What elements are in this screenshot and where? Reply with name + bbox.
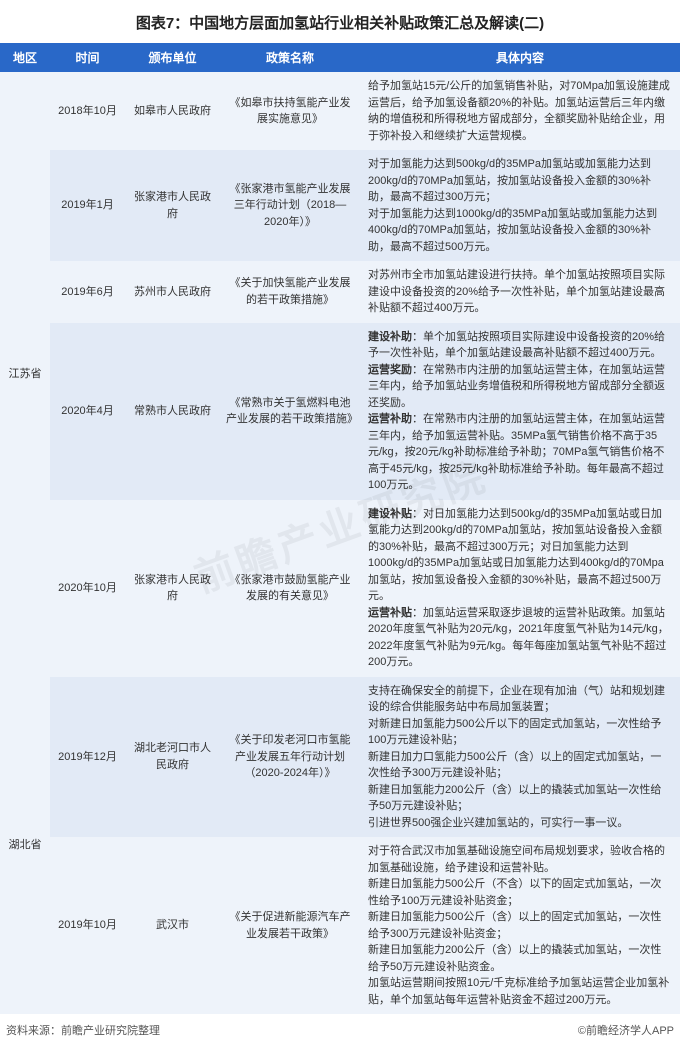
content-cell: 建设补助：单个加氢站按照项目实际建设中设备投资的20%给予一次性补贴，单个加氢站…	[360, 323, 680, 500]
content-cell: 给予加氢站15元/公斤的加氢销售补贴，对70Mpa加氢设施建成运营后，给予加氢设…	[360, 72, 680, 150]
table-row: 2020年10月张家港市人民政府《张家港市鼓励氢能产业发展的有关意见》建设补贴：…	[0, 500, 680, 677]
content-text: ：单个加氢站按照项目实际建设中设备投资的20%给予一次性补贴，单个加氢站建设最高…	[368, 331, 665, 360]
policy-cell: 《张家港市鼓励氢能产业发展的有关意见》	[220, 500, 360, 677]
policy-cell: 《常熟市关于氢燃料电池产业发展的若干政策措施》	[220, 323, 360, 500]
col-header-org: 颁布单位	[125, 43, 220, 72]
content-text: ：对日加氢能力达到500kg/d的35MPa加氢站或日加氢能力达到200kg/d…	[368, 508, 664, 603]
footer-source: 资料来源：前瞻产业研究院整理	[6, 1022, 160, 1038]
content-text: ：加氢站运营采取逐步退坡的运营补贴政策。加氢站2020年度氢气补贴为20元/kg…	[368, 607, 669, 669]
org-cell: 湖北老河口市人民政府	[125, 677, 220, 838]
table-body: 江苏省2018年10月如皋市人民政府《如皋市扶持氢能产业发展实施意见》给予加氢站…	[0, 72, 680, 1014]
col-header-region: 地区	[0, 43, 50, 72]
time-cell: 2018年10月	[50, 72, 125, 150]
policy-cell: 《关于促进新能源汽车产业发展若干政策》	[220, 837, 360, 1014]
time-cell: 2019年12月	[50, 677, 125, 838]
col-header-policy: 政策名称	[220, 43, 360, 72]
content-bold-label: 建设补贴	[368, 508, 412, 520]
col-header-content: 具体内容	[360, 43, 680, 72]
time-cell: 2020年10月	[50, 500, 125, 677]
org-cell: 常熟市人民政府	[125, 323, 220, 500]
table-row: 2019年1月张家港市人民政府《张家港市氢能产业发展三年行动计划（2018—20…	[0, 150, 680, 261]
content-text: ：在常熟市内注册的加氢站运营主体，在加氢站运营三年内，给予加氢站业务增值税和所得…	[368, 364, 665, 409]
time-cell: 2019年10月	[50, 837, 125, 1014]
table-header-row: 地区 时间 颁布单位 政策名称 具体内容	[0, 43, 680, 72]
org-cell: 如皋市人民政府	[125, 72, 220, 150]
content-cell: 对于符合武汉市加氢基础设施空间布局规划要求，验收合格的加氢基础设施，给予建设和运…	[360, 837, 680, 1014]
org-cell: 苏州市人民政府	[125, 261, 220, 323]
content-cell: 对于加氢能力达到500kg/d的35MPa加氢站或加氢能力达到200kg/d的7…	[360, 150, 680, 261]
org-cell: 武汉市	[125, 837, 220, 1014]
chart-title: 图表7：中国地方层面加氢站行业相关补贴政策汇总及解读(二)	[0, 0, 680, 43]
content-cell: 建设补贴：对日加氢能力达到500kg/d的35MPa加氢站或日加氢能力达到200…	[360, 500, 680, 677]
org-cell: 张家港市人民政府	[125, 500, 220, 677]
footer: 资料来源：前瞻产业研究院整理 ©前瞻经济学人APP	[0, 1014, 680, 1048]
table-row: 湖北省2019年12月湖北老河口市人民政府《关于印发老河口市氢能产业发展五年行动…	[0, 677, 680, 838]
time-cell: 2019年1月	[50, 150, 125, 261]
region-cell: 江苏省	[0, 72, 50, 677]
table-row: 2019年10月武汉市《关于促进新能源汽车产业发展若干政策》对于符合武汉市加氢基…	[0, 837, 680, 1014]
policy-table: 地区 时间 颁布单位 政策名称 具体内容 江苏省2018年10月如皋市人民政府《…	[0, 43, 680, 1014]
content-bold-label: 建设补助	[368, 331, 412, 343]
content-bold-label: 运营补助	[368, 413, 412, 425]
policy-cell: 《关于印发老河口市氢能产业发展五年行动计划（2020-2024年）》	[220, 677, 360, 838]
policy-cell: 《张家港市氢能产业发展三年行动计划（2018—2020年）》	[220, 150, 360, 261]
content-cell: 对苏州市全市加氢站建设进行扶持。单个加氢站按照项目实际建设中设备投资的20%给予…	[360, 261, 680, 323]
content-cell: 支持在确保安全的前提下，企业在现有加油（气）站和规划建设的综合供能服务站中布局加…	[360, 677, 680, 838]
col-header-time: 时间	[50, 43, 125, 72]
policy-cell: 《关于加快氢能产业发展的若干政策措施》	[220, 261, 360, 323]
org-cell: 张家港市人民政府	[125, 150, 220, 261]
region-cell: 湖北省	[0, 677, 50, 1015]
table-row: 2019年6月苏州市人民政府《关于加快氢能产业发展的若干政策措施》对苏州市全市加…	[0, 261, 680, 323]
policy-cell: 《如皋市扶持氢能产业发展实施意见》	[220, 72, 360, 150]
time-cell: 2019年6月	[50, 261, 125, 323]
table-row: 江苏省2018年10月如皋市人民政府《如皋市扶持氢能产业发展实施意见》给予加氢站…	[0, 72, 680, 150]
content-bold-label: 运营奖励	[368, 364, 412, 376]
footer-copyright: ©前瞻经济学人APP	[578, 1022, 674, 1038]
content-text: ：在常熟市内注册的加氢站运营主体，在加氢站运营三年内，给予加氢运营补贴。35MP…	[368, 413, 665, 491]
content-bold-label: 运营补贴	[368, 607, 412, 619]
time-cell: 2020年4月	[50, 323, 125, 500]
table-row: 2020年4月常熟市人民政府《常熟市关于氢燃料电池产业发展的若干政策措施》建设补…	[0, 323, 680, 500]
